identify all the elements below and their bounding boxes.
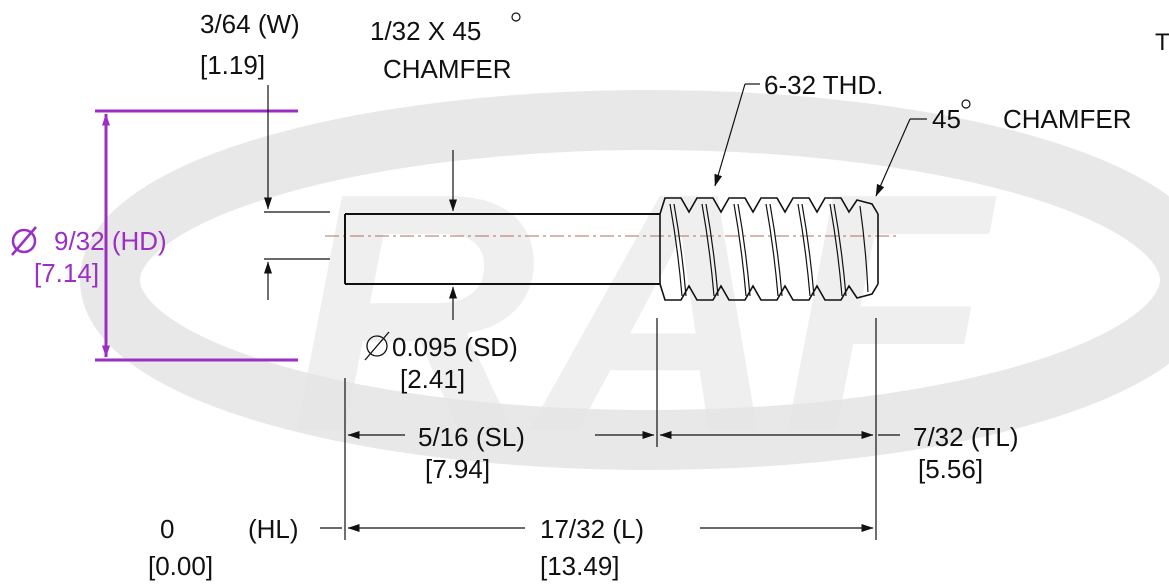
overall-length-mm: [13.49] <box>540 551 620 581</box>
chamfer-note-line1: 1/32 X 45 <box>370 16 481 46</box>
head-diameter-mm: [7.14] <box>34 258 99 288</box>
corner-mark: T <box>1155 29 1169 56</box>
degree-symbol-icon <box>511 12 521 22</box>
watermark-ellipse <box>80 90 1169 470</box>
watermark-text: RAF <box>291 123 1000 503</box>
thread-top-profile <box>659 197 879 215</box>
diameter-symbol-icon <box>364 331 390 361</box>
width-label: 3/64 (W) <box>200 9 300 39</box>
shank-length-mm: [7.94] <box>425 454 490 484</box>
head-length-value: 0 <box>160 514 174 544</box>
head-length-mm: [0.00] <box>148 551 213 581</box>
length-extension-lines <box>344 318 877 540</box>
thread-length-label: 7/32 (TL) <box>913 422 1019 452</box>
thread-label: 6-32 THD. <box>764 70 883 100</box>
head-diameter-label: 9/32 (HD) <box>54 226 167 256</box>
threaded-section <box>659 197 879 301</box>
shank <box>344 213 660 285</box>
shank-diameter-label: 0.095 (SD) <box>392 332 518 362</box>
chamfer-2-label: CHAMFER <box>1003 104 1132 134</box>
chamfer-note-line2: CHAMFER <box>383 54 512 84</box>
head-diameter-dimension <box>95 109 298 362</box>
thread-bottom-profile <box>659 283 879 301</box>
width-mm: [1.19] <box>200 50 265 80</box>
chamfer-2-leader <box>875 118 927 197</box>
diameter-symbol-icon <box>11 226 37 256</box>
thread-length-mm: [5.56] <box>918 454 983 484</box>
width-dimension <box>264 85 330 300</box>
degree-symbol-icon <box>961 99 971 109</box>
overall-length-label: 17/32 (L) <box>540 514 644 544</box>
chamfer-2-angle: 45 <box>932 104 961 134</box>
shank-length-label: 5/16 (SL) <box>418 422 525 452</box>
thread-helix-lines <box>669 203 869 297</box>
head-length-tag: (HL) <box>248 514 299 544</box>
shank-diameter-mm: [2.41] <box>400 364 465 394</box>
thread-leader <box>714 83 760 187</box>
